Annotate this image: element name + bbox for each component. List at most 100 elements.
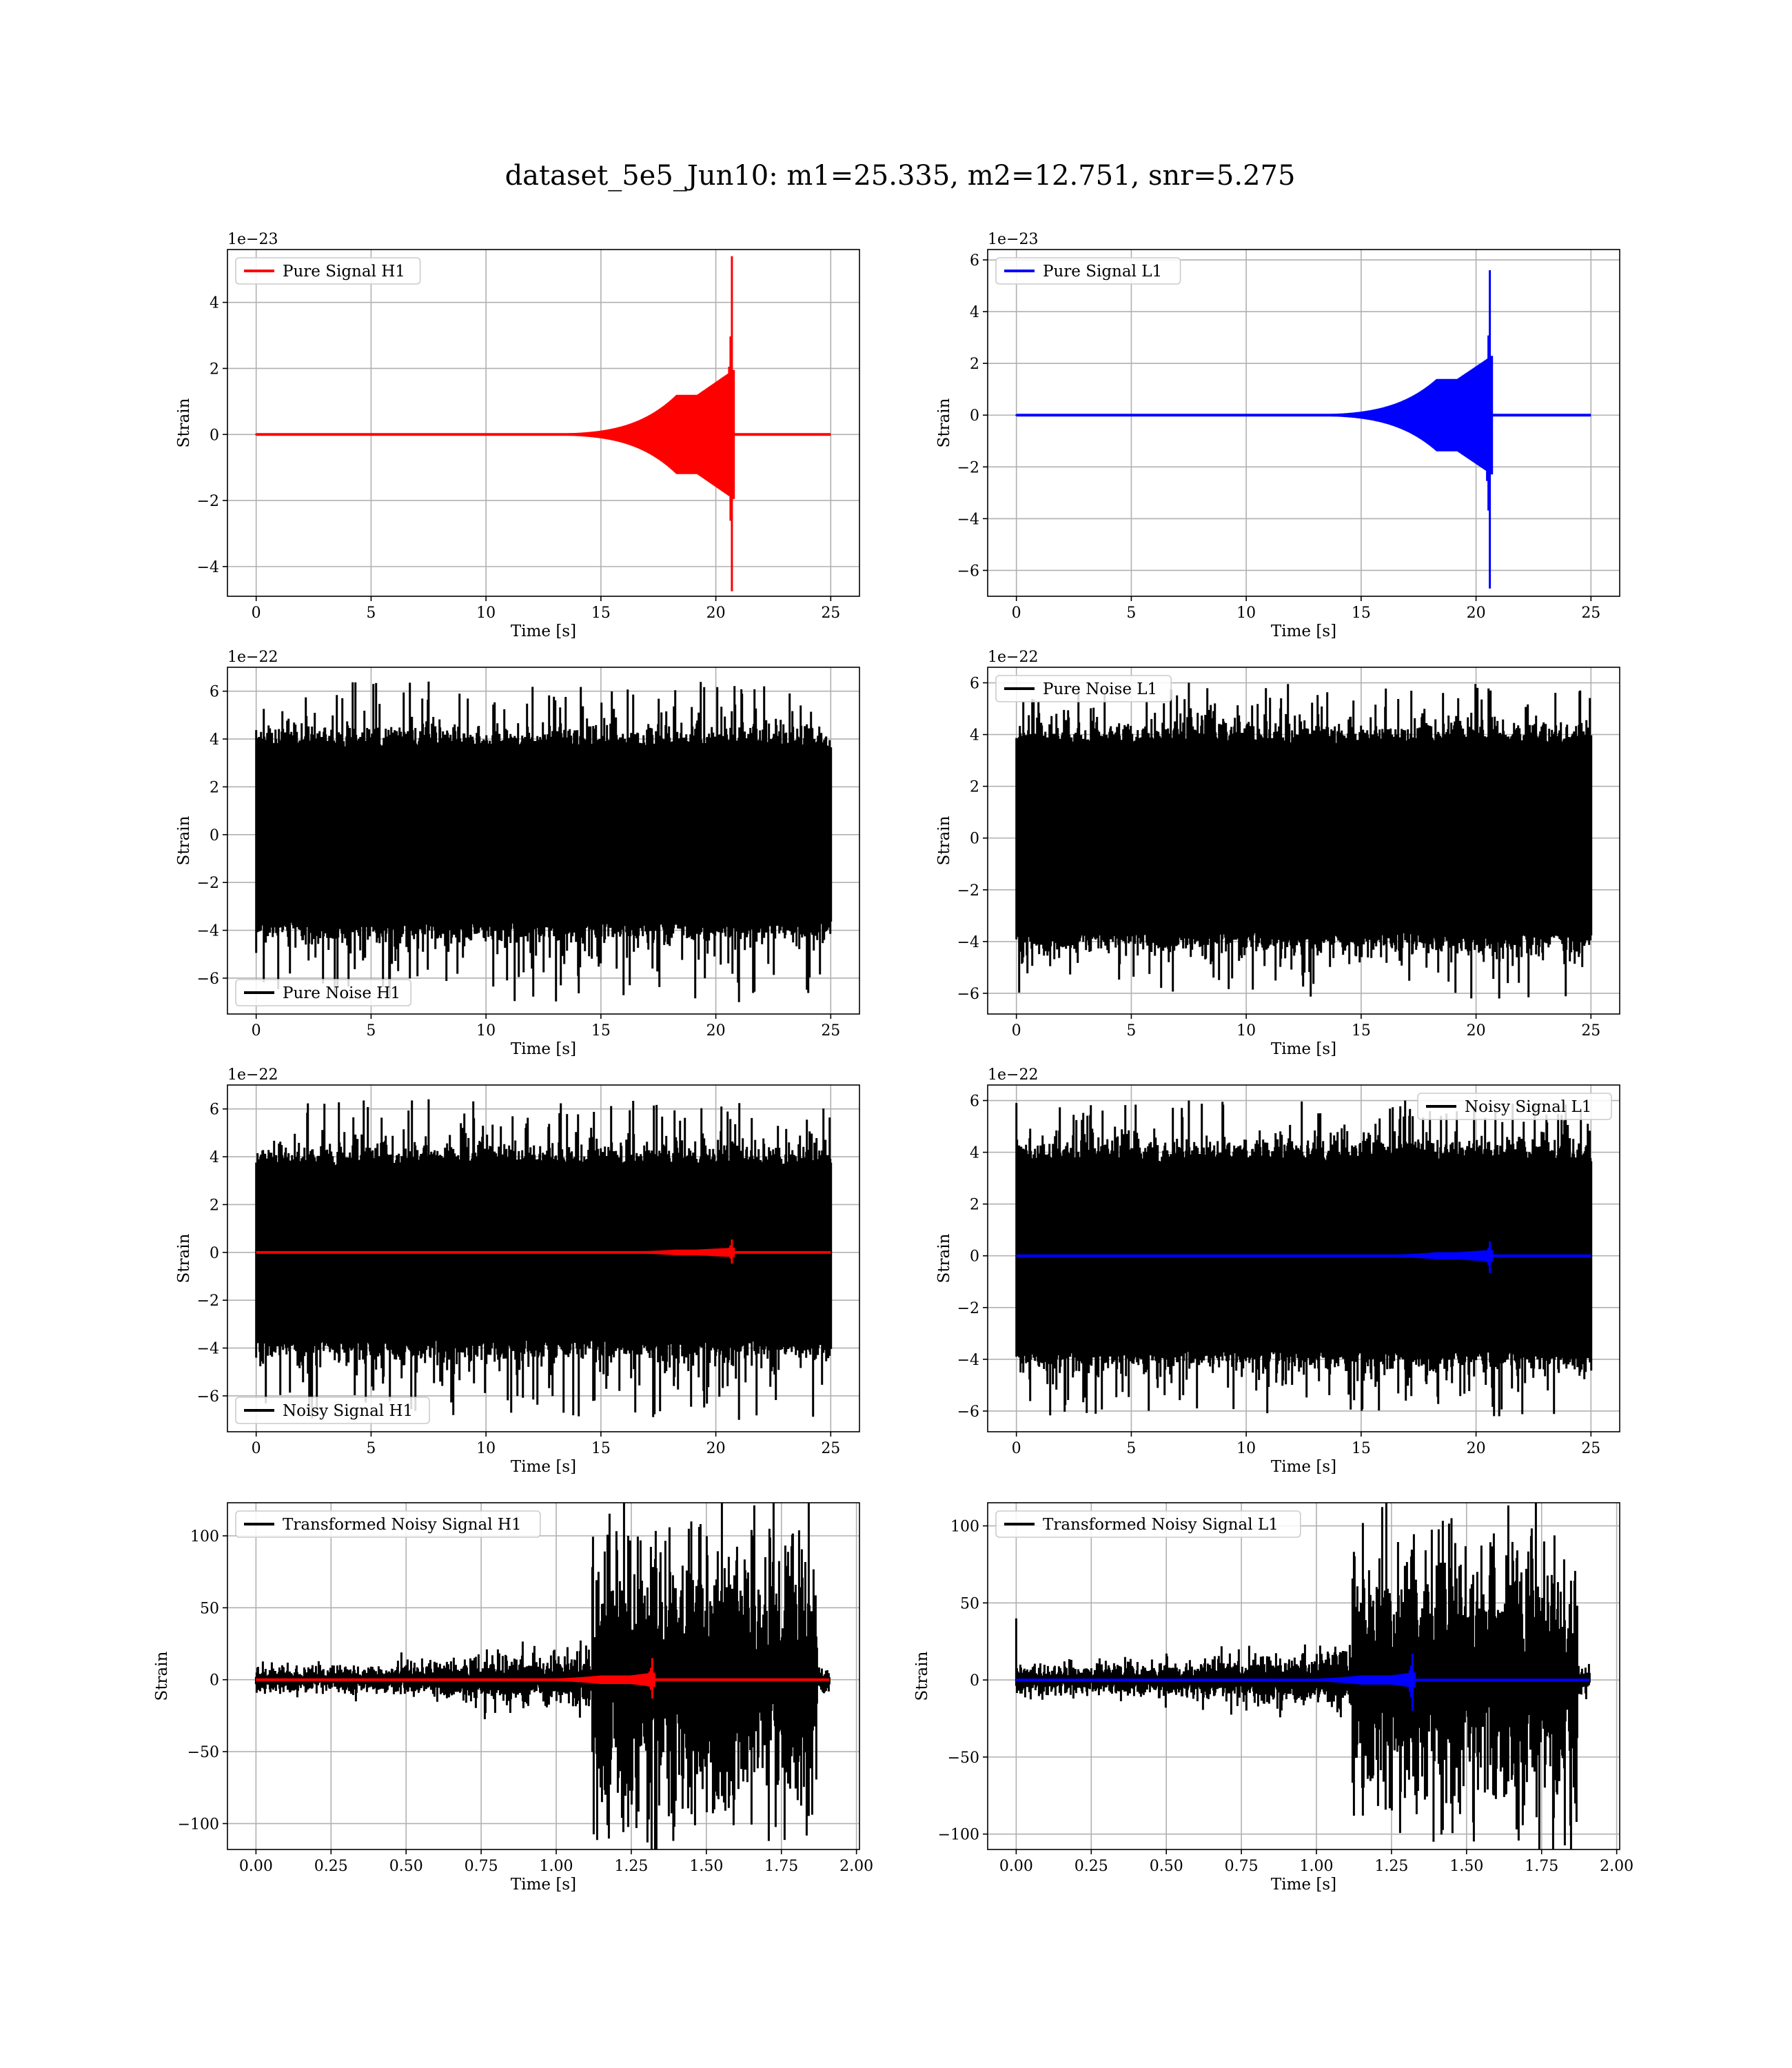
y-tick-label: 6	[970, 1093, 979, 1111]
series-line	[255, 681, 833, 1002]
axis-offset-label: 1e−22	[988, 1066, 1038, 1084]
y-tick-label: −50	[948, 1750, 979, 1767]
legend-box	[235, 257, 421, 285]
x-tick-label: 0.50	[1150, 1858, 1183, 1875]
y-tick-label: 0	[210, 1245, 219, 1262]
x-tick-label: 5	[1126, 1440, 1136, 1457]
y-tick-label: 0	[210, 427, 219, 444]
y-tick-label: −6	[957, 562, 979, 580]
plot-area	[255, 1099, 833, 1420]
legend-label: Pure Signal H1	[283, 263, 405, 281]
panel-h1-transformed: 0.00 0.25 0.50 0.75 1.00 1.25 1.50 1.75 2.00 −100…	[153, 1502, 873, 1894]
legend-label: Transformed Noisy Signal L1	[1043, 1516, 1279, 1534]
x-tick-label: 5	[366, 1440, 376, 1457]
x-tick-label: 15	[1352, 1022, 1371, 1040]
axis-offset-label: 1e−23	[988, 231, 1038, 248]
x-tick-label: 15	[591, 605, 611, 622]
x-tick-label: 25	[1581, 1440, 1600, 1457]
x-tick-label: 15	[1352, 1440, 1371, 1457]
series-line	[254, 1658, 655, 1699]
panel-l1-transformed: 0.00 0.25 0.50 0.75 1.00 1.25 1.50 1.75 2.00 −100…	[913, 1502, 1633, 1894]
x-tick-label: 0	[1012, 1440, 1021, 1457]
y-tick-label: 6	[970, 676, 979, 693]
y-tick-label: 2	[970, 779, 979, 796]
y-tick-label: 2	[970, 356, 979, 373]
x-tick-label: 10	[1236, 605, 1256, 622]
x-tick-label: 20	[1467, 605, 1486, 622]
y-tick-label: 0	[210, 1672, 219, 1690]
series-line	[1015, 1503, 1591, 1849]
x-tick-label: 25	[1581, 1022, 1600, 1040]
legend: Noisy Signal L1	[1417, 1093, 1612, 1120]
x-tick-label: 0	[1012, 1022, 1021, 1040]
legend-label: Noisy Signal L1	[1465, 1098, 1591, 1116]
y-tick-label: −100	[938, 1827, 979, 1844]
panel-l1-pure-signal: 0 5 10 15 20 25 −6 −4 −2 0 2 4 6 Time [s] Strain 1e−23 P…	[935, 231, 1620, 640]
plot-area	[1015, 270, 1591, 589]
panel-h1-noisy-signal: 0 5 10 15 20 25 −6 −4 −2 0 2 4 6 Time [s] Strain 1e−22 N…	[175, 1066, 860, 1476]
panel-l1-pure-noise: 0 5 10 15 20 25 −6 −4 −2 0 2 4 6 Time [s] Strain 1e−22 P…	[935, 649, 1620, 1058]
y-axis-label: Strain	[913, 1651, 931, 1701]
plot-area	[1015, 1100, 1593, 1417]
series-line	[1015, 1654, 1416, 1711]
series-line	[255, 256, 735, 591]
legend-label: Transformed Noisy Signal H1	[283, 1516, 522, 1534]
y-tick-label: 2	[970, 1197, 979, 1214]
axes-frame	[227, 667, 860, 1015]
x-tick-label: 1.25	[1374, 1858, 1408, 1875]
x-tick-label: 1.25	[614, 1858, 648, 1875]
axis-offset-label: 1e−22	[227, 1066, 278, 1084]
y-tick-label: −100	[178, 1816, 219, 1833]
y-tick-label: 4	[970, 304, 979, 321]
y-axis-label: Strain	[153, 1651, 171, 1701]
x-tick-label: 15	[591, 1022, 611, 1040]
y-tick-label: −2	[197, 493, 219, 510]
x-tick-label: 10	[476, 605, 496, 622]
legend-box	[995, 1510, 1301, 1538]
x-tick-label: 0.75	[465, 1858, 498, 1875]
grid-lines	[988, 250, 1620, 596]
legend-label: Pure Noise L1	[1043, 680, 1157, 698]
x-tick-label: 0	[1012, 605, 1021, 622]
x-axis-label: Time [s]	[511, 1040, 576, 1058]
x-tick-label: 25	[821, 1022, 840, 1040]
legend-label: Pure Noise H1	[283, 984, 400, 1002]
series-line	[1015, 1241, 1494, 1273]
legend-box	[235, 1397, 430, 1424]
y-axis-label: Strain	[935, 815, 953, 865]
x-tick-label: 10	[1236, 1022, 1256, 1040]
x-tick-label: 2.00	[839, 1858, 873, 1875]
y-tick-label: 0	[210, 827, 219, 844]
y-tick-label: 2	[210, 361, 219, 378]
y-tick-label: −4	[957, 1352, 979, 1369]
x-tick-label: 0.75	[1225, 1858, 1259, 1875]
series-line	[254, 1503, 831, 1849]
legend: Pure Noise L1	[995, 675, 1172, 702]
series-line	[255, 1099, 833, 1420]
plot-area	[255, 256, 831, 591]
x-tick-label: 15	[591, 1440, 611, 1457]
legend-label: Pure Signal L1	[1043, 263, 1162, 281]
y-tick-label: 0	[970, 407, 979, 425]
plot-area	[254, 1503, 831, 1849]
y-axis-label: Strain	[175, 398, 193, 447]
x-tick-label: 1.00	[540, 1858, 573, 1875]
y-tick-label: −2	[957, 459, 979, 476]
axes-frame	[987, 1502, 1620, 1850]
y-tick-label: −4	[197, 1341, 219, 1358]
x-tick-label: 25	[821, 605, 840, 622]
y-tick-label: 4	[210, 295, 219, 312]
x-tick-label: 0.25	[314, 1858, 348, 1875]
y-tick-label: 4	[210, 731, 219, 749]
y-tick-label: 4	[970, 1145, 979, 1162]
legend: Pure Noise H1	[235, 979, 411, 1006]
x-axis-label: Time [s]	[1271, 1040, 1336, 1058]
axes-frame	[227, 249, 860, 597]
x-axis-label: Time [s]	[1271, 1876, 1336, 1894]
y-tick-label: 0	[970, 831, 979, 848]
panel-h1-pure-signal: 0 5 10 15 20 25 −4 −2 0 2 4 Time [s] Strain 1e−23 Pure…	[175, 231, 860, 640]
plot-area	[255, 681, 833, 1002]
y-axis-label: Strain	[935, 398, 953, 447]
legend-box	[235, 1510, 541, 1538]
legend: Transformed Noisy Signal L1	[995, 1510, 1301, 1538]
